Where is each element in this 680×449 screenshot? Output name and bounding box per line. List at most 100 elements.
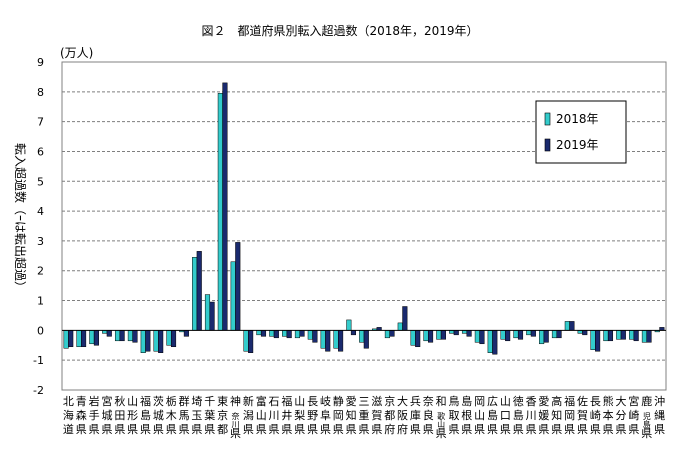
x-tick-label-part: 山 bbox=[294, 395, 305, 408]
x-tick-label-part: 県 bbox=[538, 423, 549, 436]
x-tick-label-part: 馬 bbox=[179, 409, 190, 422]
x-tick-label-part: 都 bbox=[384, 409, 395, 422]
x-tick-label-part: 京 bbox=[217, 408, 228, 422]
x-tick-label: 山形県 bbox=[127, 395, 138, 436]
x-tick-label-part: 島 bbox=[513, 408, 524, 422]
x-tick-label-part: 沖 bbox=[654, 395, 665, 408]
x-tick-label-part: 県 bbox=[127, 423, 138, 436]
bar-大阪府-2018年 bbox=[397, 322, 403, 331]
x-tick-labels: 北海道青森県岩手県宮城県秋田県山形県福島県茨城県栃木県群馬県埼玉県千葉県東京都神… bbox=[63, 394, 665, 440]
x-tick-label-part: 県 bbox=[436, 427, 447, 440]
bar-layer bbox=[63, 82, 665, 355]
bar-熊本県-2018年 bbox=[603, 330, 609, 342]
x-tick-label-part: 県 bbox=[307, 423, 318, 436]
y-axis-label: 転入超過数（ｰは転出超過） bbox=[13, 143, 28, 293]
x-tick-label-part: 取 bbox=[448, 409, 459, 422]
x-tick-label-part: 徳 bbox=[513, 395, 524, 408]
x-tick-label-part: 県 bbox=[204, 423, 215, 436]
legend-label-2018: 2018年 bbox=[556, 112, 599, 126]
x-tick-label-part: 道 bbox=[63, 422, 74, 436]
x-tick-label: 岩手県 bbox=[89, 394, 100, 436]
bar-大阪府-2019年 bbox=[402, 306, 408, 331]
x-tick-label: 三重県 bbox=[359, 395, 370, 436]
bar-鳥取県-2019年 bbox=[453, 330, 459, 336]
x-tick-label-part: 県 bbox=[179, 423, 190, 436]
x-tick-label-part: 栃 bbox=[166, 394, 177, 408]
bar-富山県-2018年 bbox=[256, 330, 262, 336]
bar-千葉県-2019年 bbox=[209, 301, 215, 331]
x-tick-label-part: 長 bbox=[590, 395, 601, 408]
x-tick-label-part: 分 bbox=[616, 409, 627, 422]
x-tick-label-part: 縄 bbox=[654, 408, 665, 422]
bar-東京都-2018年 bbox=[217, 93, 223, 331]
bar-静岡県-2019年 bbox=[338, 330, 344, 352]
bar-奈良県-2018年 bbox=[423, 330, 429, 342]
x-tick-label: 愛媛県 bbox=[538, 395, 549, 436]
x-tick-label: 富山県 bbox=[256, 394, 267, 436]
x-tick-label: 大阪府 bbox=[397, 394, 408, 436]
x-tick-label-part: 府 bbox=[384, 422, 395, 436]
x-tick-label: 山口県 bbox=[500, 395, 511, 436]
bar-鹿児島県-2019年 bbox=[646, 330, 652, 343]
bar-宮城県-2019年 bbox=[106, 330, 112, 337]
x-tick-label-part: 茨 bbox=[153, 394, 164, 408]
x-tick-label: 山梨県 bbox=[294, 395, 305, 436]
y-tick-label: 1 bbox=[37, 295, 44, 308]
x-tick-label-part: 海 bbox=[63, 408, 74, 422]
bar-青森県-2019年 bbox=[81, 330, 87, 348]
x-tick-label-part: 城 bbox=[101, 409, 112, 422]
x-tick-label-part: 木 bbox=[166, 409, 177, 422]
x-tick-label-part: 山 bbox=[127, 395, 138, 408]
x-tick-label-part: 県 bbox=[526, 423, 537, 436]
x-tick-label-part: 県 bbox=[346, 423, 357, 436]
x-tick-label-part: 県 bbox=[448, 423, 459, 436]
bar-秋田県-2018年 bbox=[114, 330, 121, 342]
x-tick-label-part: 奈 bbox=[231, 411, 239, 421]
x-tick-label-part: 県 bbox=[166, 423, 177, 436]
y-tick-label: 4 bbox=[37, 205, 44, 218]
bar-和歌山県-2019年 bbox=[440, 330, 446, 340]
x-tick-label-part: 県 bbox=[243, 423, 254, 436]
x-tick-label: 北海道 bbox=[63, 395, 74, 436]
bar-茨城県-2019年 bbox=[158, 330, 164, 353]
x-tick-label-part: 阪 bbox=[397, 408, 408, 422]
x-tick-label-part: 賀 bbox=[371, 409, 382, 422]
x-tick-label: 埼玉県 bbox=[191, 394, 202, 436]
x-tick-label-part: 県 bbox=[487, 423, 498, 436]
bar-山口県-2019年 bbox=[505, 330, 511, 342]
bar-徳島県-2018年 bbox=[513, 330, 519, 339]
x-tick-label: 茨城県 bbox=[153, 394, 164, 436]
x-tick-label: 兵庫県 bbox=[410, 395, 421, 436]
x-tick-label-part: 県 bbox=[101, 423, 112, 436]
x-tick-label-part: 梨 bbox=[294, 408, 305, 422]
bar-山形県-2018年 bbox=[127, 330, 133, 342]
bar-京都府-2018年 bbox=[384, 330, 390, 339]
bar-和歌山県-2018年 bbox=[436, 330, 442, 340]
bar-茨城県-2018年 bbox=[153, 330, 159, 352]
x-tick-label-part: 形 bbox=[127, 409, 138, 422]
x-tick-label-part: 和 bbox=[436, 395, 447, 408]
x-tick-label-part: 富 bbox=[256, 394, 267, 408]
x-tick-label-part: 田 bbox=[114, 409, 125, 422]
x-tick-label: 群馬県 bbox=[179, 394, 190, 436]
x-tick-label-part: 三 bbox=[359, 395, 370, 408]
bar-福島県-2019年 bbox=[145, 330, 151, 352]
x-tick-label-part: 福 bbox=[564, 394, 575, 408]
x-tick-label: 香川県 bbox=[526, 395, 537, 436]
x-tick-label-part: 岡 bbox=[333, 409, 344, 422]
x-tick-label-part: 県 bbox=[153, 423, 164, 436]
bar-千葉県-2018年 bbox=[204, 294, 211, 331]
y-tick-label: 5 bbox=[37, 175, 44, 188]
x-tick-label-part: 県 bbox=[603, 423, 614, 436]
bar-大分県-2018年 bbox=[616, 330, 622, 340]
x-tick-label-part: 島 bbox=[140, 408, 151, 422]
bar-岐阜県-2019年 bbox=[325, 330, 331, 352]
x-tick-label-part: 県 bbox=[371, 423, 382, 436]
x-tick-label-part: 賀 bbox=[577, 409, 588, 422]
bar-宮崎県-2018年 bbox=[629, 330, 635, 340]
y-tick-label: 3 bbox=[37, 235, 44, 248]
x-tick-label-part: 県 bbox=[423, 423, 434, 436]
x-tick-label-part: 宮 bbox=[628, 394, 639, 408]
bar-山梨県-2018年 bbox=[294, 330, 300, 339]
x-tick-label-part: 岩 bbox=[89, 394, 100, 408]
